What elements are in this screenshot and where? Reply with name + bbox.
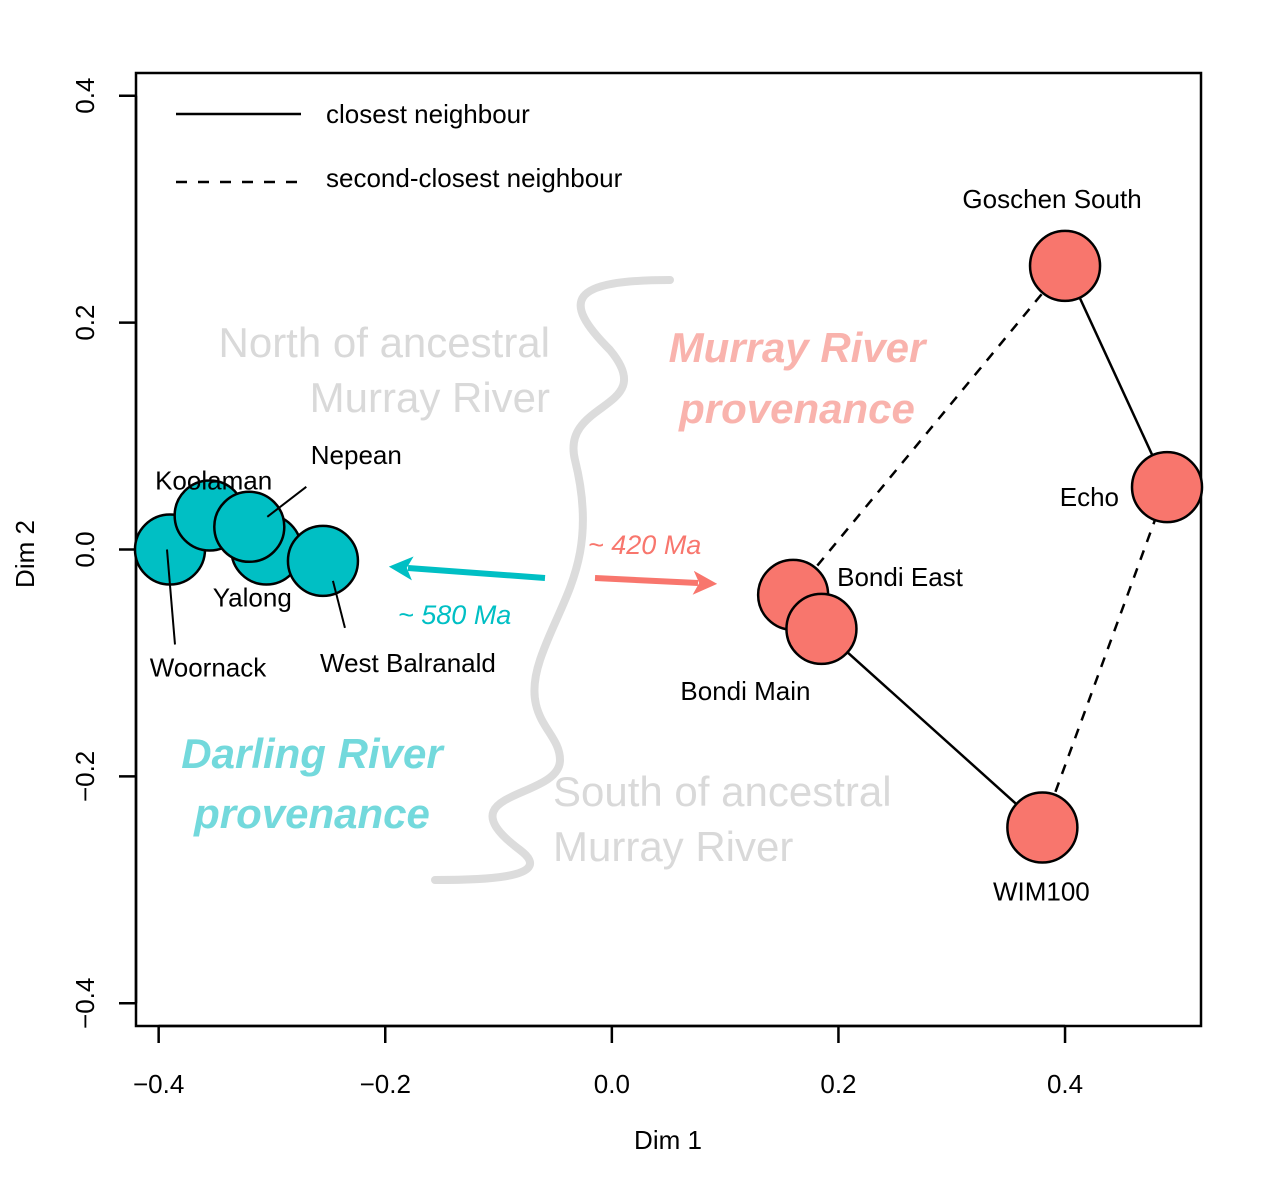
x-axis-label: Dim 1 <box>634 1125 702 1155</box>
neighbour-links <box>792 265 1169 829</box>
label-echo: Echo <box>1060 482 1119 512</box>
point-goschen-south <box>1028 229 1102 303</box>
sample-points <box>133 229 1204 864</box>
link-dashed <box>1041 486 1169 828</box>
label-yalong: Yalong <box>213 583 292 613</box>
label-bondi-main: Bondi Main <box>680 676 810 706</box>
label-wim100: WIM100 <box>993 876 1090 906</box>
point-nepean <box>213 490 286 564</box>
murray-age-arrow <box>594 570 718 595</box>
label-west-balranald: West Balranald <box>320 648 496 678</box>
x-tick-label: 0.0 <box>594 1069 630 1099</box>
darling-provenance-line-1: Darling River <box>181 730 445 777</box>
darling-age-arrow <box>388 556 546 581</box>
y-tick-label: 0.0 <box>70 531 100 567</box>
x-tick-label: −0.2 <box>360 1069 411 1099</box>
x-tick-label: 0.2 <box>820 1069 856 1099</box>
sample-labels: Woornack Koolaman Yalong Nepean West Balrana… <box>150 184 1142 907</box>
x-axis: −0.4 −0.2 0.0 0.2 0.4 <box>133 1024 1083 1099</box>
legend-solid-label: closest neighbour <box>326 99 530 129</box>
darling-age-label: ~ 580 Ma <box>398 600 511 630</box>
legend-dashed-label: second-closest neighbour <box>326 163 623 193</box>
point-echo <box>1130 450 1204 524</box>
murray-provenance-line-1: Murray River <box>669 324 928 371</box>
darling-provenance-line-2: provenance <box>193 790 430 837</box>
label-koolaman: Koolaman <box>155 465 272 495</box>
label-leader <box>331 580 346 629</box>
y-axis-label: Dim 2 <box>10 520 40 588</box>
ancestral-divide-curve <box>431 276 674 884</box>
label-woornack: Woornack <box>150 653 268 683</box>
link-solid <box>1063 265 1169 488</box>
link-dashed <box>792 265 1067 596</box>
x-tick-label: −0.4 <box>133 1069 184 1099</box>
label-bondi-east: Bondi East <box>837 562 964 592</box>
murray-age-label: ~ 420 Ma <box>588 530 701 560</box>
x-tick-label: 0.4 <box>1047 1069 1083 1099</box>
y-axis: −0.4 −0.2 0.0 0.2 0.4 <box>70 78 138 1029</box>
point-west-balranald <box>286 524 360 598</box>
label-nepean: Nepean <box>311 440 402 470</box>
legend: closest neighbour second-closest neighbo… <box>176 99 623 193</box>
label-leader <box>165 549 176 645</box>
label-goschen-south: Goschen South <box>962 184 1141 214</box>
point-bondi-main <box>785 592 858 666</box>
y-tick-label: −0.2 <box>70 751 100 802</box>
north-region-line-2: Murray River <box>310 374 550 421</box>
y-tick-label: 0.2 <box>70 305 100 341</box>
south-region-line-1: South of ancestral <box>553 768 892 815</box>
north-region-line-1: North of ancestral <box>219 319 551 366</box>
background-annotations: North of ancestral Murray River South of… <box>181 276 928 884</box>
y-tick-label: 0.4 <box>70 78 100 114</box>
link-solid <box>820 627 1044 829</box>
y-tick-label: −0.4 <box>70 978 100 1029</box>
point-wim100 <box>1006 791 1079 864</box>
south-region-line-2: Murray River <box>553 823 793 870</box>
murray-provenance-line-2: provenance <box>678 385 915 432</box>
label-leader <box>266 486 307 518</box>
